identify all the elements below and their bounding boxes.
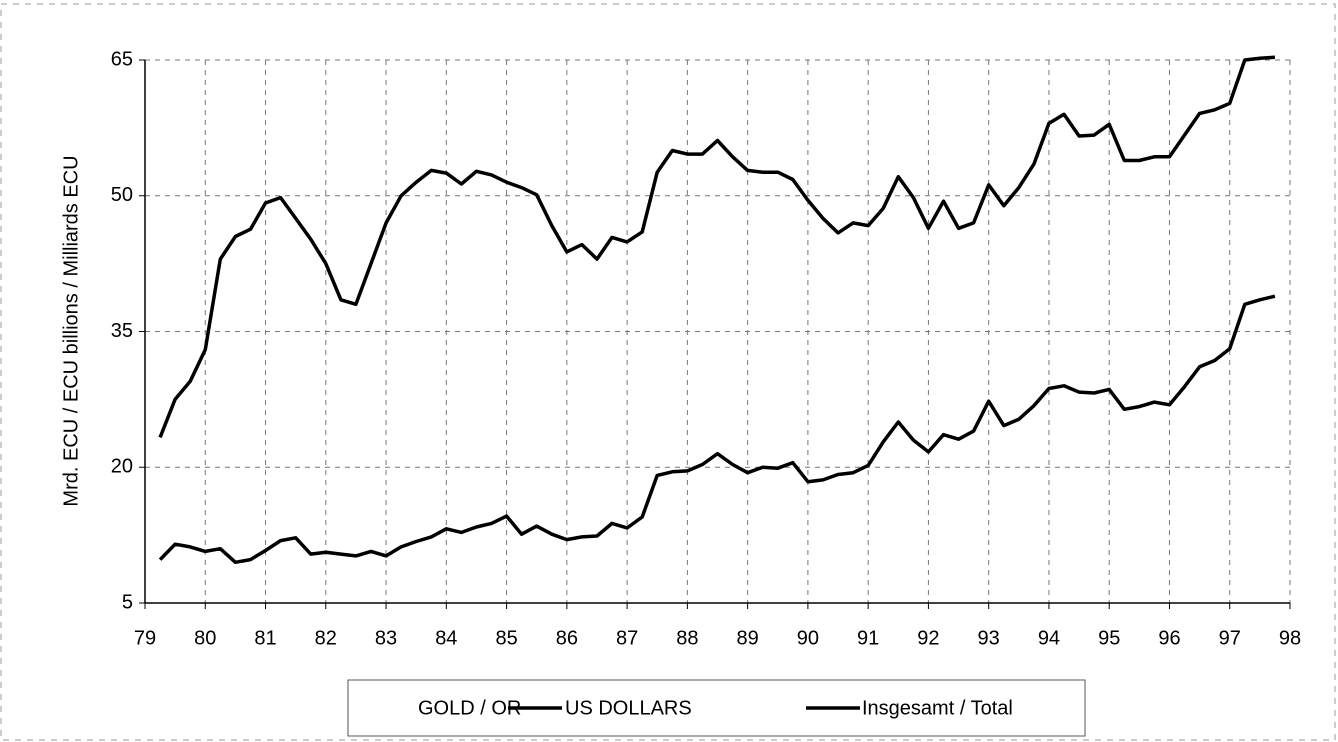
- x-tick-label: 97: [1219, 627, 1241, 649]
- y-tick-label: 5: [122, 591, 133, 613]
- legend-label: GOLD / OR: [418, 697, 521, 719]
- x-tick-label: 81: [254, 627, 276, 649]
- x-tick-label: 98: [1279, 627, 1301, 649]
- x-tick-label: 96: [1158, 627, 1180, 649]
- y-tick-label: 50: [111, 184, 133, 206]
- x-tick-label: 84: [435, 627, 457, 649]
- x-tick-label: 80: [194, 627, 216, 649]
- x-tick-label: 89: [737, 627, 759, 649]
- x-tick-label: 79: [134, 627, 156, 649]
- y-tick-label: 65: [111, 48, 133, 70]
- chart-frame: [0, 3, 1336, 741]
- legend-label: Insgesamt / Total: [862, 697, 1013, 719]
- x-tick-label: 88: [676, 627, 698, 649]
- series-line: [158, 55, 1276, 439]
- x-tick-label: 93: [978, 627, 1000, 649]
- x-tick-label: 91: [857, 627, 879, 649]
- x-tick-label: 86: [556, 627, 578, 649]
- legend-box: [347, 679, 1086, 737]
- x-tick-label: 95: [1098, 627, 1120, 649]
- x-tick-label: 83: [375, 627, 397, 649]
- x-tick-label: 82: [315, 627, 337, 649]
- x-tick-label: 92: [917, 627, 939, 649]
- x-tick-label: 94: [1038, 627, 1060, 649]
- legend-label: US DOLLARS: [565, 697, 692, 719]
- y-tick-label: 35: [111, 320, 133, 342]
- x-tick-label: 90: [797, 627, 819, 649]
- y-tick-label: 20: [111, 456, 133, 478]
- series-line: [158, 294, 1276, 565]
- y-axis-label: Mrd. ECU / ECU billions / Milliards ECU: [60, 155, 82, 506]
- x-tick-label: 87: [616, 627, 638, 649]
- x-tick-label: 85: [495, 627, 517, 649]
